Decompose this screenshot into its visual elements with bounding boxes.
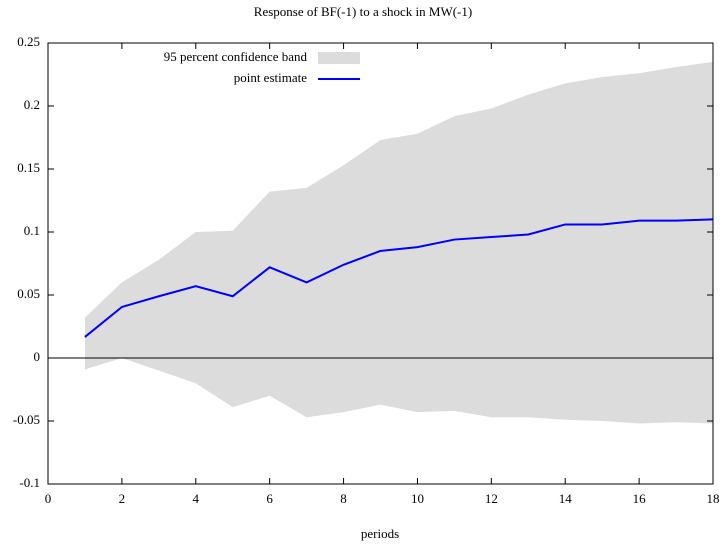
y-tick-label: -0.1 (19, 475, 40, 490)
x-tick-label: 12 (485, 491, 498, 506)
y-tick-label: 0.25 (17, 34, 40, 49)
x-tick-label: 8 (340, 491, 347, 506)
y-tick-label: 0.05 (17, 286, 40, 301)
confidence-band (84, 61, 713, 424)
x-tick-label: 0 (45, 491, 52, 506)
y-tick-label: -0.05 (13, 412, 40, 427)
y-tick-label: 0.2 (24, 97, 40, 112)
line (84, 218, 714, 338)
y-tick-label: 0 (34, 349, 41, 364)
x-axis-label: periods (361, 526, 399, 541)
chart-title: Response of BF(-1) to a shock in MW(-1) (254, 4, 472, 19)
x-tick-label: 16 (633, 491, 647, 506)
plot-frame (47, 42, 714, 485)
x-tick-label: 14 (559, 491, 573, 506)
y-tick-label: 0.15 (17, 160, 40, 175)
x-tick-label: 4 (193, 491, 200, 506)
legend-label: 95 percent confidence band (164, 49, 308, 64)
x-tick-label: 10 (411, 491, 424, 506)
legend-label: point estimate (234, 70, 308, 85)
x-tick-label: 18 (707, 491, 720, 506)
x-tick-label: 6 (266, 491, 273, 506)
x-tick-label: 2 (119, 491, 126, 506)
legend-swatch (318, 52, 360, 64)
y-tick-label: 0.1 (24, 223, 40, 238)
